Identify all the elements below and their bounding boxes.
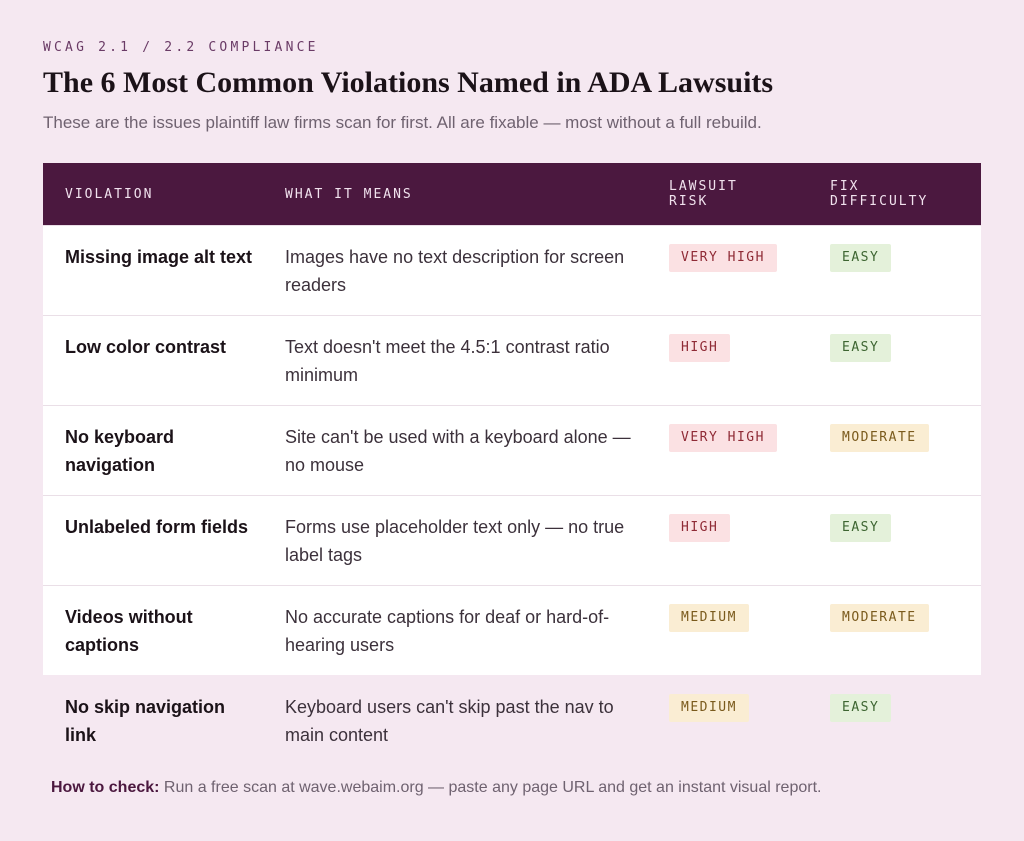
violation-name: No keyboard navigation — [65, 427, 175, 475]
column-header-difficulty: FIX DIFFICULTY — [830, 179, 929, 209]
violation-name: Unlabeled form fields — [65, 517, 249, 537]
table-row: Low color contrast Text doesn't meet the… — [43, 315, 981, 405]
risk-badge: HIGH — [669, 514, 731, 542]
difficulty-badge: EASY — [830, 334, 892, 362]
violation-meaning: No accurate captions for deaf or hard-of… — [285, 607, 610, 655]
violation-name: Low color contrast — [65, 337, 227, 357]
footer-text: Run a free scan at wave.webaim.org — pas… — [159, 779, 822, 796]
table-header: VIOLATION WHAT IT MEANS LAWSUIT RISK FIX… — [43, 163, 981, 225]
risk-badge: VERY HIGH — [669, 244, 777, 272]
table-row: Missing image alt text Images have no te… — [43, 225, 981, 315]
violation-meaning: Keyboard users can't skip past the nav t… — [285, 697, 614, 745]
table-row: No keyboard navigation Site can't be use… — [43, 405, 981, 495]
risk-badge: VERY HIGH — [669, 424, 777, 452]
table-row: Unlabeled form fields Forms use placehol… — [43, 495, 981, 585]
page-title: The 6 Most Common Violations Named in AD… — [43, 66, 774, 99]
eyebrow-label: WCAG 2.1 / 2.2 COMPLIANCE — [43, 40, 319, 55]
risk-badge: MEDIUM — [669, 694, 749, 722]
column-header-meaning: WHAT IT MEANS — [285, 186, 413, 202]
difficulty-badge: EASY — [830, 694, 892, 722]
difficulty-badge: EASY — [830, 244, 892, 272]
violation-name: Videos without captions — [65, 607, 193, 655]
violation-name: Missing image alt text — [65, 247, 253, 267]
table-row: No skip navigation link Keyboard users c… — [43, 675, 981, 765]
risk-badge: HIGH — [669, 334, 731, 362]
column-header-violation: VIOLATION — [65, 186, 154, 202]
violations-table: VIOLATION WHAT IT MEANS LAWSUIT RISK FIX… — [43, 163, 981, 765]
violation-meaning: Forms use placeholder text only — no tru… — [285, 517, 625, 565]
risk-badge: MEDIUM — [669, 604, 749, 632]
footer-label: How to check: — [51, 779, 160, 796]
violation-meaning: Text doesn't meet the 4.5:1 contrast rat… — [285, 337, 610, 385]
violation-meaning: Images have no text description for scre… — [285, 247, 625, 295]
column-header-risk: LAWSUIT RISK — [669, 179, 738, 209]
page-subtitle: These are the issues plaintiff law firms… — [43, 113, 762, 132]
difficulty-badge: EASY — [830, 514, 892, 542]
violation-name: No skip navigation link — [65, 697, 226, 745]
violation-meaning: Site can't be used with a keyboard alone… — [285, 427, 631, 475]
table-row: Videos without captions No accurate capt… — [43, 585, 981, 675]
footer-note: How to check: Run a free scan at wave.we… — [51, 779, 821, 797]
difficulty-badge: MODERATE — [830, 424, 929, 452]
difficulty-badge: MODERATE — [830, 604, 929, 632]
